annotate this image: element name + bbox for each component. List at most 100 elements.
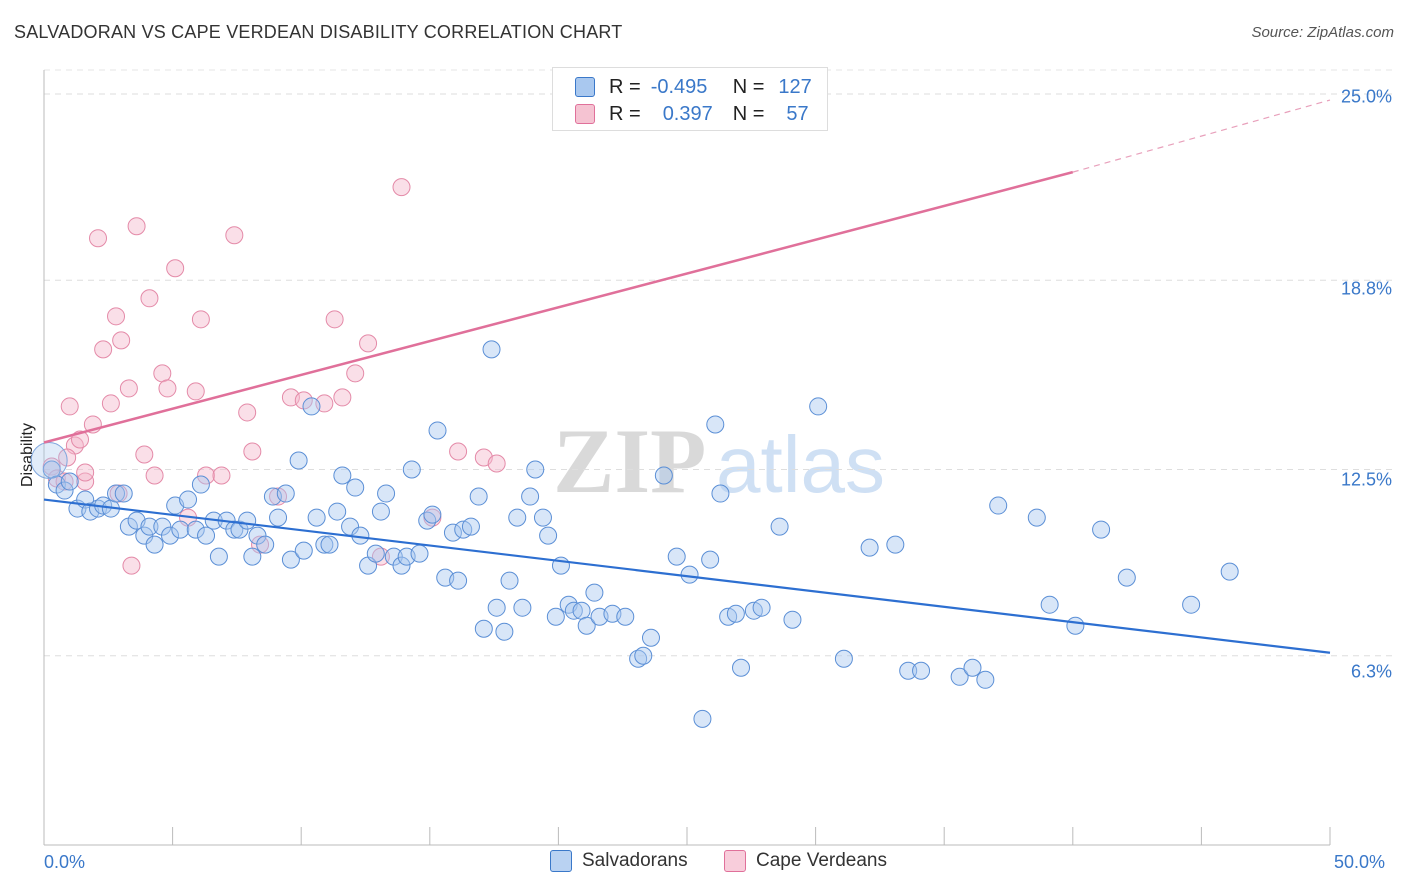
- salvadoran-point: [307, 508, 326, 527]
- salvadoran-point: [701, 550, 720, 569]
- salvadoran-point: [55, 481, 74, 500]
- cape-verdean-point: [60, 397, 79, 416]
- legend-label: Salvadorans: [582, 850, 688, 871]
- cape-verdean-point: [107, 307, 126, 326]
- salvadoran-point: [256, 535, 275, 554]
- legend-label: Cape Verdeans: [756, 850, 887, 871]
- salvadoran-point: [706, 415, 725, 434]
- r-label: R =: [609, 75, 641, 98]
- blue-swatch-icon: [550, 850, 572, 872]
- cape-verdean-point: [119, 379, 138, 398]
- salvadoran-trend-line: [43, 498, 1331, 654]
- cape-verdean-point: [122, 556, 141, 575]
- salvadoran-point: [539, 526, 558, 545]
- salvadoran-point: [474, 619, 493, 638]
- salvadoran-point: [402, 460, 421, 479]
- salvadoran-point: [89, 499, 108, 518]
- salvadoran-point: [1220, 562, 1239, 581]
- salvadoran-point: [726, 604, 745, 623]
- salvadoran-point: [443, 523, 462, 542]
- salvadoran-point: [135, 526, 154, 545]
- cape-verdean-point: [449, 442, 468, 461]
- salvadoran-point: [1092, 520, 1111, 539]
- salvadoran-point: [521, 487, 540, 506]
- salvadoran-point: [508, 508, 527, 527]
- cape-verdean-point: [333, 388, 352, 407]
- salvadoran-point: [899, 661, 918, 680]
- salvadoran-point: [428, 421, 447, 440]
- salvadoran-point: [461, 517, 480, 536]
- salvadoran-point: [230, 520, 249, 539]
- salvadoran-point: [320, 535, 339, 554]
- salvadoran-point: [634, 646, 653, 665]
- pink-swatch-icon: [575, 104, 595, 124]
- salvadoran-point: [564, 601, 583, 620]
- salvadoran-point: [384, 547, 403, 566]
- cape-verdean-point: [127, 217, 146, 236]
- salvadoran-point: [449, 571, 468, 590]
- salvadoran-point: [328, 502, 347, 521]
- salvadoran-point: [225, 520, 244, 539]
- salvadoran-point: [963, 658, 982, 677]
- n-value: 57: [786, 102, 809, 125]
- cape-verdean-point: [166, 259, 185, 278]
- salvadoran-point: [197, 526, 216, 545]
- salvadoran-point: [783, 610, 802, 629]
- salvadoran-point: [302, 397, 321, 416]
- salvadoran-point: [294, 541, 313, 560]
- salvadoran-point: [392, 556, 411, 575]
- cape-verdean-point: [158, 379, 177, 398]
- y-tick-label: 25.0%: [1340, 86, 1392, 107]
- cape-verdean-point: [197, 466, 216, 485]
- salvadoran-point: [469, 487, 488, 506]
- salvadoran-point: [153, 517, 172, 536]
- cape-verdean-point: [392, 178, 411, 197]
- legend-item-salvadorans: Salvadorans: [550, 850, 688, 872]
- salvadoran-point: [533, 508, 552, 527]
- salvadoran-point: [1027, 508, 1046, 527]
- salvadoran-point: [834, 649, 853, 668]
- cape-verdean-point: [186, 382, 205, 401]
- source-label: Source: ZipAtlas.com: [1251, 24, 1394, 41]
- salvadoran-point: [243, 547, 262, 566]
- salvadoran-point: [410, 544, 429, 563]
- salvadoran-point: [366, 544, 385, 563]
- salvadoran-point: [641, 628, 660, 647]
- cape-verdean-trend-line: [43, 170, 1074, 444]
- salvadoran-point: [513, 598, 532, 617]
- blue-swatch-icon: [575, 77, 595, 97]
- cape-verdean-point: [243, 442, 262, 461]
- salvadoran-point: [276, 484, 295, 503]
- salvadoran-point: [1182, 595, 1201, 614]
- salvadoran-point: [30, 442, 68, 480]
- salvadoran-point: [572, 601, 591, 620]
- y-tick-label: 6.3%: [1350, 661, 1392, 682]
- salvadoran-point: [912, 661, 931, 680]
- cape-verdean-point: [112, 331, 131, 350]
- cape-verdean-point: [101, 394, 120, 413]
- salvadoran-point: [667, 547, 686, 566]
- watermark-atlas: atlas: [716, 420, 885, 509]
- cape-verdean-point: [89, 229, 108, 248]
- salvadoran-point: [423, 505, 442, 524]
- cape-verdean-point: [346, 364, 365, 383]
- salvadoran-point: [989, 496, 1008, 515]
- cape-verdean-point: [153, 364, 172, 383]
- cape-verdean-point: [487, 454, 506, 473]
- x-tick-label-max: 50.0%: [1334, 852, 1386, 872]
- cape-verdean-point: [225, 226, 244, 245]
- salvadoran-point: [161, 526, 180, 545]
- salvadoran-point: [482, 340, 501, 359]
- chart-title: SALVADORAN VS CAPE VERDEAN DISABILITY CO…: [14, 22, 623, 42]
- watermark-zip: ZIP: [553, 410, 706, 512]
- legend-item-cape-verdeans: Cape Verdeans: [724, 850, 887, 872]
- salvadoran-point: [191, 475, 210, 494]
- n-label: N =: [732, 102, 765, 125]
- r-value: 0.397: [662, 102, 713, 125]
- salvadoran-point: [500, 571, 519, 590]
- salvadoran-point: [654, 466, 673, 485]
- salvadoran-point: [752, 598, 771, 617]
- salvadoran-point: [315, 535, 334, 554]
- salvadoran-point: [1040, 595, 1059, 614]
- salvadoran-point: [179, 490, 198, 509]
